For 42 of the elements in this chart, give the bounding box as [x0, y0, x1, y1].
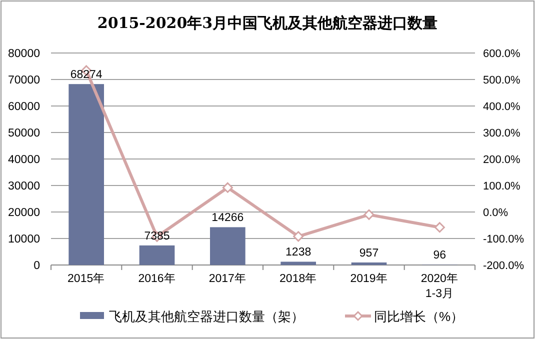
- bar: [68, 84, 104, 265]
- x-tick-label: 2020年 1-3月: [420, 272, 458, 300]
- x-tick-label: 2015年: [68, 272, 106, 285]
- y-tick-label: 60000: [8, 101, 40, 113]
- chart-title: 2015-2020年3月中国飞机及其他航空器进口数量: [97, 14, 438, 32]
- y-tick-label: 30000: [8, 180, 40, 192]
- legend-label: 飞机及其他航空器进口数量（架）: [109, 309, 304, 324]
- x-tick-label: 2016年: [138, 272, 176, 285]
- y-tick-label: 0: [34, 260, 40, 272]
- point: [293, 231, 304, 242]
- y2-tick-label: 100.0%: [483, 180, 521, 192]
- y2-tick-label: 200.0%: [483, 154, 521, 166]
- text: 14266: [212, 212, 244, 224]
- y2-tick-label: 400.0%: [483, 101, 521, 113]
- x-tick-label: 2017年: [208, 272, 246, 285]
- x-tick-label: 2019年: [350, 272, 388, 285]
- bar: [280, 262, 316, 265]
- point: [364, 209, 374, 220]
- y-tick-label: 50000: [8, 128, 40, 140]
- point: [434, 222, 445, 233]
- y2-tick-label: 600.0%: [483, 48, 521, 60]
- text: 957: [359, 247, 379, 260]
- y2-tick-label: -200.0%: [483, 260, 524, 272]
- y2-tick-label: -100.0%: [483, 234, 524, 246]
- y2-tick-label: 300.0%: [483, 128, 521, 140]
- legend-label: 同比增长（%）: [374, 309, 464, 324]
- bar: [210, 227, 246, 265]
- text: 68274: [70, 69, 102, 82]
- y2-tick-label: 0.0%: [483, 207, 508, 219]
- bar: [351, 262, 387, 265]
- y-tick-label: 40000: [8, 154, 40, 166]
- y-tick-label: 70000: [8, 74, 40, 86]
- text: 96: [433, 250, 446, 262]
- text: 1238: [286, 246, 312, 259]
- y-tick-label: 80000: [8, 48, 40, 60]
- y-tick-label: 10000: [8, 234, 40, 246]
- point: [222, 182, 233, 193]
- bar: [139, 245, 175, 265]
- y2-tick-label: 500.0%: [483, 74, 521, 86]
- text: 7385: [144, 230, 170, 242]
- x-tick-label: 2018年: [280, 272, 318, 285]
- y-tick-label: 20000: [8, 207, 40, 219]
